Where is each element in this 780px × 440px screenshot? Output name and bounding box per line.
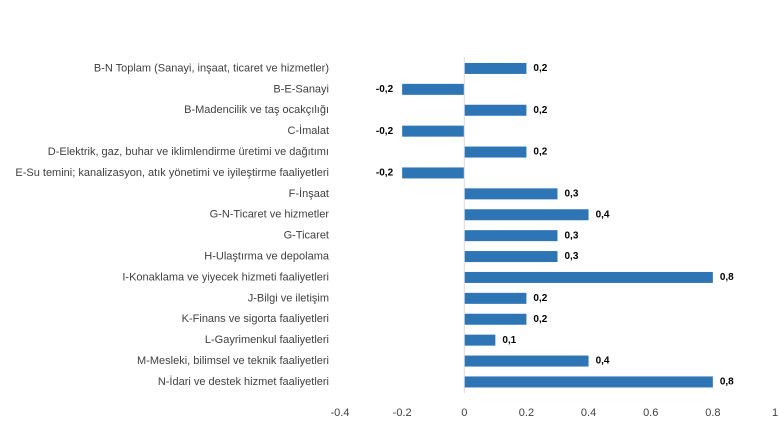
- data-label: 0,2: [533, 293, 547, 304]
- data-label: 0,8: [720, 272, 734, 283]
- x-tick-label: 0.6: [643, 407, 658, 419]
- data-label: 0,2: [533, 63, 547, 74]
- x-tick-label: -0.2: [393, 407, 412, 419]
- data-label: 0,8: [720, 377, 734, 388]
- category-label: D-Elektrik, gaz, buhar ve iklimlendirme …: [48, 146, 329, 158]
- category-label: F-İnşaat: [289, 187, 329, 200]
- bar: [464, 146, 527, 158]
- x-tick-label: -0.4: [331, 407, 350, 419]
- category-label: M-Mesleki, bilimsel ve teknik faaliyetle…: [137, 355, 329, 367]
- data-label: -0,2: [376, 168, 394, 179]
- x-tick-label: 0.4: [581, 407, 596, 419]
- bar: [464, 188, 558, 200]
- category-label: G-Ticaret: [284, 230, 329, 242]
- bar: [402, 167, 465, 179]
- x-tick-label: 0: [461, 407, 467, 419]
- data-label: 0,1: [502, 335, 516, 346]
- category-label: B-Madencilik ve taş ocakçılığı: [184, 104, 329, 116]
- data-label: 0,3: [565, 230, 579, 241]
- bar: [464, 313, 527, 325]
- category-label: B-E-Sanayi: [273, 83, 329, 95]
- bar: [464, 230, 558, 242]
- data-label: 0,2: [533, 314, 547, 325]
- data-label: -0,2: [376, 126, 394, 137]
- category-label: L-Gayrimenkul faaliyetleri: [205, 334, 329, 346]
- x-axis-tick-labels: -0.4 -0.2 0 0.2 0.4 0.6 0.8 1: [331, 407, 779, 419]
- bar: [402, 83, 465, 95]
- bars: [402, 62, 713, 388]
- category-label: N-İdari ve destek hizmet faaliyetleri: [158, 375, 329, 388]
- x-tick-label: 0.8: [705, 407, 720, 419]
- category-label: C-İmalat: [287, 124, 329, 137]
- bar: [464, 355, 589, 367]
- data-label: -0,2: [376, 84, 394, 95]
- category-label: I-Konaklama ve yiyecek hizmeti faaliyetl…: [122, 271, 329, 283]
- category-labels: B-N Toplam (Sanayi, inşaat, ticaret ve h…: [15, 62, 330, 388]
- bar: [464, 271, 713, 283]
- bar: [464, 62, 527, 74]
- bar: [464, 251, 558, 263]
- bar: [464, 334, 496, 346]
- data-label: 0,3: [565, 188, 579, 199]
- x-tick-label: 0.2: [519, 407, 534, 419]
- category-label: J-Bilgi ve iletişim: [248, 292, 329, 304]
- bar: [464, 292, 527, 304]
- x-tick-label: 1: [772, 407, 778, 419]
- data-label: 0,2: [533, 147, 547, 158]
- category-label: H-Ulaştırma ve depolama: [204, 250, 330, 262]
- bar: [464, 209, 589, 221]
- bar: [402, 125, 465, 137]
- category-label: K-Finans ve sigorta faaliyetleri: [182, 313, 329, 325]
- data-label: 0,4: [596, 356, 610, 367]
- bar: [464, 104, 527, 116]
- data-label: 0,2: [533, 105, 547, 116]
- data-labels: 0,2 -0,2 0,2 -0,2 0,2 -0,2 0,3 0,4 0,3 0,3 0,8 0,2 0…: [376, 63, 734, 388]
- data-label: 0,3: [565, 251, 579, 262]
- category-label: G-N-Ticaret ve hizmetler: [210, 209, 330, 221]
- category-label: E-Su temini; kanalizasyon, atık yönetimi…: [15, 167, 329, 179]
- bar: [464, 376, 713, 388]
- data-label: 0,4: [596, 209, 610, 220]
- category-label: B-N Toplam (Sanayi, inşaat, ticaret ve h…: [94, 62, 329, 74]
